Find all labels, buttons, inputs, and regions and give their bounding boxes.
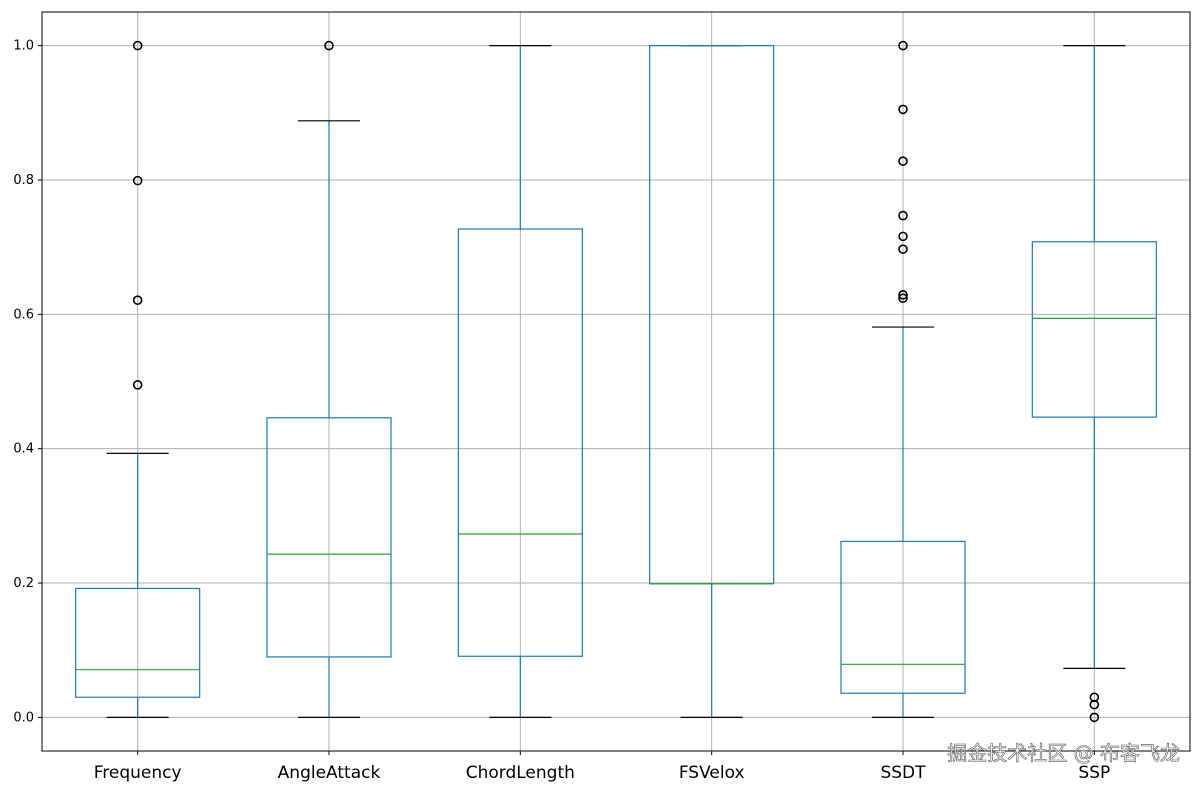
watermark: 掘金技术社区 @ 布客飞龙: [947, 741, 1180, 765]
outlier-point: [132, 175, 143, 186]
iqr-box: [75, 587, 201, 698]
x-tick-label: SSP: [1078, 763, 1110, 783]
outlier-point: [132, 40, 143, 51]
x-tick-label: ChordLength: [466, 763, 575, 783]
x-tick-label: AngleAttack: [278, 763, 381, 783]
box-series: [75, 40, 1157, 723]
outlier-point: [898, 290, 908, 300]
outlier-point: [898, 293, 908, 303]
outlier-point: [898, 210, 908, 221]
box-chordlength: [457, 44, 583, 719]
outlier-point: [898, 40, 908, 51]
box-frequency: [75, 40, 201, 719]
outlier-point: [898, 156, 908, 166]
iqr-box: [266, 417, 392, 658]
outlier-point: [898, 244, 908, 254]
x-axis: Frequency AngleAttack ChordLength FSVelox SS…: [94, 751, 1110, 783]
outlier-point: [132, 295, 143, 306]
y-tick-label: 1.0: [13, 39, 34, 54]
iqr-box: [457, 228, 583, 657]
y-axis: 0.0 0.2 0.4 0.6 0.8 1.0: [13, 39, 42, 725]
iqr-box: [840, 540, 966, 694]
y-tick-label: 0.6: [13, 307, 34, 322]
x-tick-label: FSVelox: [679, 763, 745, 783]
outlier-point: [898, 104, 908, 115]
outlier-point: [324, 40, 334, 51]
outlier-point: [1089, 692, 1100, 703]
y-tick-label: 0.2: [13, 576, 34, 591]
y-tick-label: 0.8: [13, 173, 34, 188]
box-ssdt: [840, 40, 966, 719]
iqr-box: [1031, 241, 1157, 418]
y-tick-label: 0.4: [13, 442, 34, 457]
box-ssp: [1031, 44, 1157, 723]
x-tick-label: Frequency: [94, 763, 182, 783]
x-tick-label: SSDT: [880, 763, 926, 783]
outlier-point: [132, 380, 143, 390]
box-fsvelox: [649, 44, 775, 719]
outlier-point: [1089, 712, 1100, 723]
y-tick-label: 0.0: [13, 710, 34, 725]
box-angleattack: [266, 40, 392, 719]
outlier-point: [898, 231, 908, 242]
grid-lines: [42, 12, 1190, 751]
plot-frame: [41, 11, 1191, 752]
